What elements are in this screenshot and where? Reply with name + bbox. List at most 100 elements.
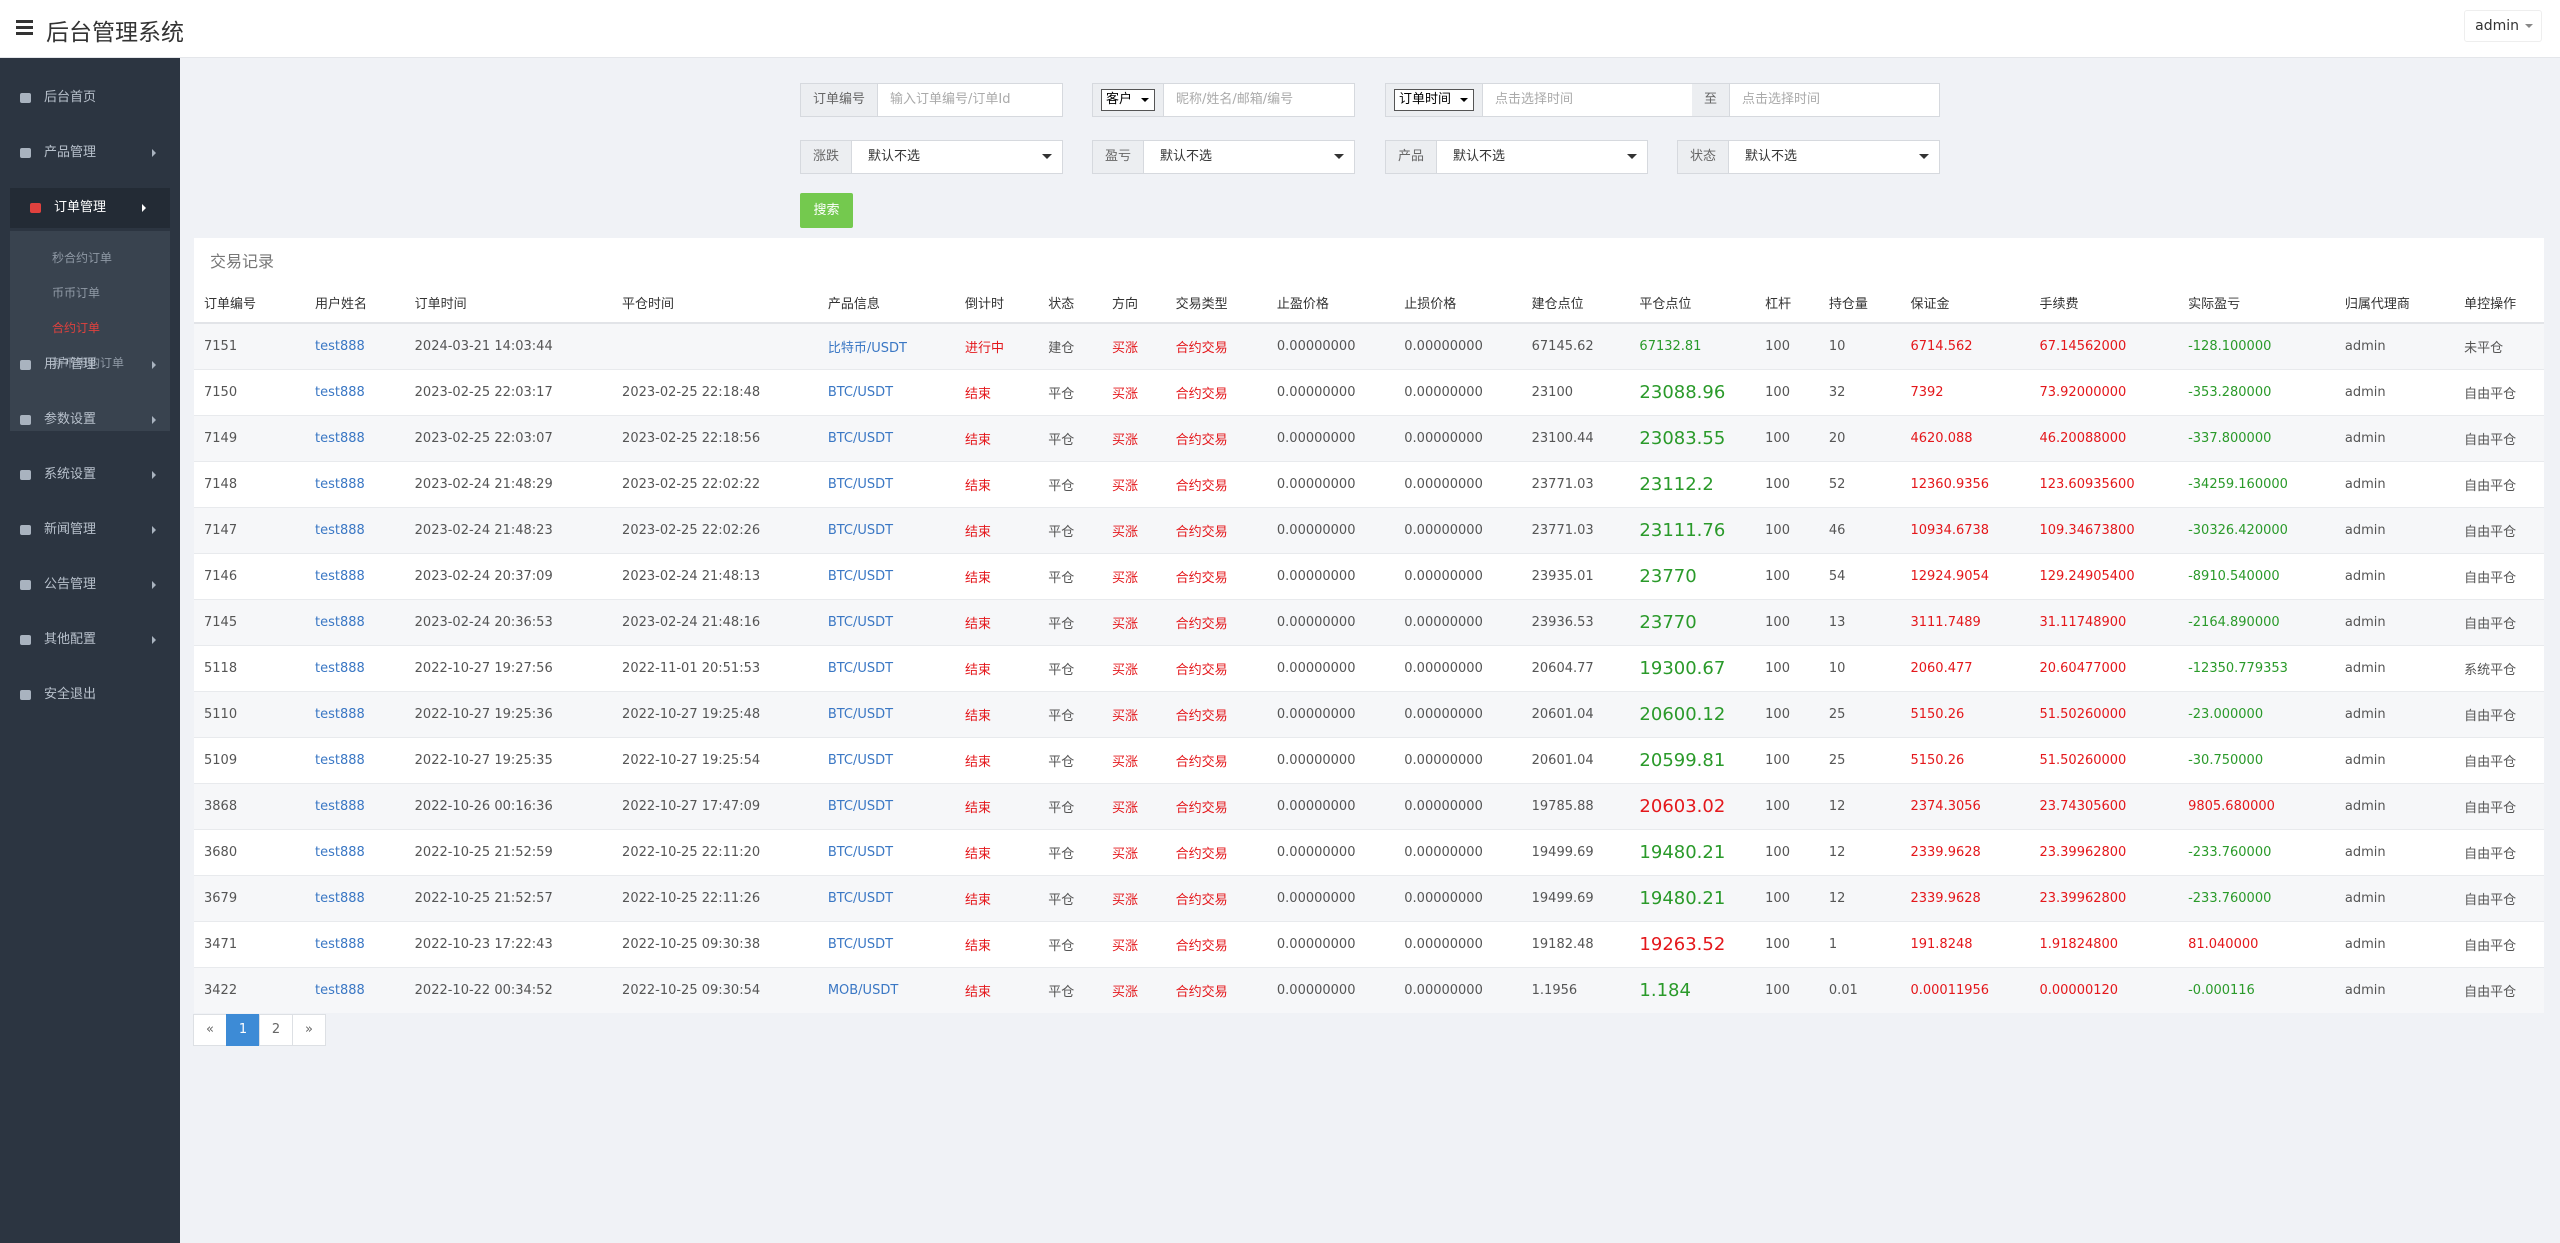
table-cell: 100 bbox=[1755, 369, 1819, 416]
table-cell[interactable]: BTC/USDT bbox=[817, 737, 955, 784]
table-cell: 0.00000000 bbox=[1394, 369, 1522, 416]
table-cell: 23112.2 bbox=[1629, 461, 1756, 508]
table-cell[interactable]: BTC/USDT bbox=[817, 921, 955, 968]
column-header: 订单编号 bbox=[194, 282, 306, 324]
table-cell[interactable]: test888 bbox=[305, 369, 405, 416]
table-cell: 2022-10-25 09:30:54 bbox=[612, 967, 818, 1013]
table-cell: 2023-02-24 21:48:16 bbox=[612, 599, 818, 646]
text-input[interactable]: 点击选择时间 bbox=[1495, 92, 1574, 107]
table-cell[interactable]: test888 bbox=[305, 415, 405, 462]
submenu-item[interactable]: 新币申购订单 bbox=[52, 356, 125, 370]
menu-item[interactable]: 产品管理 bbox=[0, 133, 180, 173]
menu-item[interactable]: 安全退出 bbox=[0, 675, 180, 715]
submenu-item[interactable]: 币币订单 bbox=[52, 286, 101, 300]
table-cell: admin bbox=[2334, 875, 2455, 922]
menu-item[interactable]: 系统设置 bbox=[0, 455, 180, 495]
table-cell[interactable]: BTC/USDT bbox=[817, 599, 955, 646]
table-cell[interactable]: BTC/USDT bbox=[817, 553, 955, 600]
table-cell[interactable]: test888 bbox=[305, 507, 405, 554]
table-cell: 买涨 bbox=[1101, 507, 1166, 554]
menu-item[interactable]: 用户管理 bbox=[0, 345, 180, 385]
page-link[interactable]: « bbox=[193, 1014, 227, 1046]
table-cell: 109.34673800 bbox=[2029, 507, 2179, 554]
table-cell: 81.040000 bbox=[2178, 921, 2335, 968]
submenu-item[interactable]: 秒合约订单 bbox=[52, 251, 113, 265]
table-cell[interactable]: test888 bbox=[305, 829, 405, 876]
table-cell: 合约交易 bbox=[1165, 967, 1267, 1013]
table-cell: 2022-10-25 22:11:20 bbox=[612, 829, 818, 876]
table-cell: 系统平仓 bbox=[2454, 645, 2544, 692]
dropdown[interactable]: 默认不选 bbox=[852, 141, 1062, 173]
top-bar: 后台管理系统 admin bbox=[0, 0, 2560, 58]
text-input[interactable]: 点击选择时间 bbox=[1742, 92, 1821, 107]
text-input[interactable]: 输入订单编号/订单Id bbox=[890, 92, 1011, 107]
table-cell[interactable]: test888 bbox=[305, 875, 405, 922]
table-cell[interactable]: BTC/USDT bbox=[817, 507, 955, 554]
table-cell[interactable]: BTC/USDT bbox=[817, 415, 955, 462]
table-cell: 2022-10-27 19:25:54 bbox=[612, 737, 818, 784]
submenu-item[interactable]: 合约订单 bbox=[52, 321, 101, 335]
table-cell: 0.00000000 bbox=[1394, 783, 1522, 830]
table-cell[interactable]: test888 bbox=[305, 783, 405, 830]
table-row: 3679 test888 2022-10-25 21:52:57 2022-10-25… bbox=[194, 875, 2544, 922]
table-cell: 20601.04 bbox=[1521, 691, 1630, 738]
menu-item[interactable]: 后台首页 bbox=[0, 78, 180, 118]
table-cell[interactable]: test888 bbox=[305, 921, 405, 968]
dropdown[interactable]: 默认不选 bbox=[1729, 141, 1939, 173]
search-button[interactable]: 搜索 bbox=[800, 193, 853, 228]
table-cell[interactable]: test888 bbox=[305, 645, 405, 692]
table-cell: 10 bbox=[1818, 322, 1901, 370]
table-cell[interactable]: test888 bbox=[305, 461, 405, 508]
menu-toggle[interactable] bbox=[16, 20, 33, 35]
page-link[interactable]: » bbox=[292, 1014, 326, 1046]
table-row: 5109 test888 2022-10-27 19:25:35 2022-10-27… bbox=[194, 737, 2544, 784]
table-cell: 买涨 bbox=[1101, 829, 1166, 876]
table-row: 3868 test888 2022-10-26 00:16:36 2022-10-27… bbox=[194, 783, 2544, 830]
table-cell[interactable]: MOB/USDT bbox=[817, 967, 955, 1013]
table-cell: 2022-10-27 17:47:09 bbox=[612, 783, 818, 830]
menu-item[interactable]: 其他配置 bbox=[0, 620, 180, 660]
table-cell: 2023-02-25 22:02:26 bbox=[612, 507, 818, 554]
page-link[interactable]: 1 bbox=[226, 1014, 260, 1046]
select[interactable]: 订单时间 bbox=[1394, 89, 1475, 111]
text-input[interactable]: 昵称/姓名/邮箱/编号 bbox=[1176, 92, 1294, 107]
column-header: 归属代理商 bbox=[2334, 282, 2455, 324]
table-cell[interactable]: test888 bbox=[305, 691, 405, 738]
table-cell[interactable]: BTC/USDT bbox=[817, 783, 955, 830]
table-cell[interactable]: BTC/USDT bbox=[817, 645, 955, 692]
select[interactable]: 客户 bbox=[1101, 89, 1156, 111]
table-cell: 自由平仓 bbox=[2454, 507, 2544, 554]
table-cell[interactable]: BTC/USDT bbox=[817, 691, 955, 738]
dropdown[interactable]: 默认不选 bbox=[1144, 141, 1354, 173]
dropdown[interactable]: 默认不选 bbox=[1437, 141, 1647, 173]
table-cell: -128.100000 bbox=[2178, 322, 2335, 370]
table-cell: 平仓 bbox=[1038, 691, 1102, 738]
menu-item[interactable]: 参数设置 bbox=[0, 400, 180, 440]
menu-item[interactable]: 新闻管理 bbox=[0, 510, 180, 550]
table-cell: 平仓 bbox=[1038, 967, 1102, 1013]
page-link[interactable]: 2 bbox=[259, 1014, 293, 1046]
table-cell[interactable]: BTC/USDT bbox=[817, 461, 955, 508]
table-cell: 结束 bbox=[954, 553, 1039, 600]
table-cell: 合约交易 bbox=[1165, 507, 1267, 554]
table-cell: 19499.69 bbox=[1521, 875, 1630, 922]
menu-item[interactable]: 公告管理 bbox=[0, 565, 180, 605]
table-cell: 2023-02-24 21:48:13 bbox=[612, 553, 818, 600]
table-cell: 结束 bbox=[954, 737, 1039, 784]
table-cell[interactable]: test888 bbox=[305, 553, 405, 600]
table-cell: 平仓 bbox=[1038, 415, 1102, 462]
table-cell: admin bbox=[2334, 829, 2455, 876]
table-cell[interactable]: BTC/USDT bbox=[817, 369, 955, 416]
table-cell: 买涨 bbox=[1101, 369, 1166, 416]
column-header: 止盈价格 bbox=[1266, 282, 1395, 324]
menu-item[interactable]: 订单管理 bbox=[10, 188, 170, 228]
table-cell: 7392 bbox=[1900, 369, 2030, 416]
table-cell[interactable]: BTC/USDT bbox=[817, 829, 955, 876]
table-cell[interactable]: test888 bbox=[305, 322, 405, 370]
table-cell[interactable]: BTC/USDT bbox=[817, 875, 955, 922]
user-menu[interactable]: admin bbox=[2464, 10, 2542, 42]
table-cell[interactable]: test888 bbox=[305, 599, 405, 646]
table-cell[interactable]: test888 bbox=[305, 967, 405, 1013]
table-cell[interactable]: test888 bbox=[305, 737, 405, 784]
table-cell[interactable]: 比特币/USDT bbox=[817, 322, 955, 370]
